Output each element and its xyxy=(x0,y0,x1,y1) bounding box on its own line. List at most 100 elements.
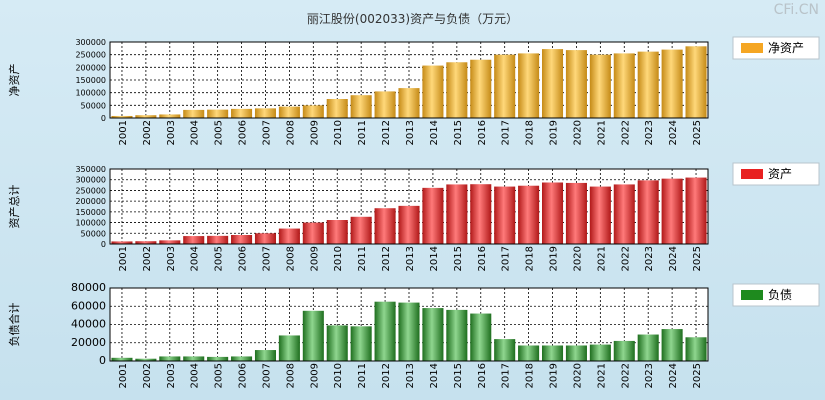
bar-2021 xyxy=(589,186,611,244)
bar-2008 xyxy=(278,335,300,361)
x-tick-label: 2014 xyxy=(429,120,440,145)
legend-label: 负债 xyxy=(768,288,792,302)
x-tick-label: 2009 xyxy=(309,246,320,271)
y-tick-label: 250000 xyxy=(75,51,106,60)
bar-2002 xyxy=(135,241,157,244)
bar-2016 xyxy=(470,184,492,244)
legend: 净资产 xyxy=(732,36,820,60)
x-tick-label: 2004 xyxy=(190,363,201,388)
bar-2008 xyxy=(278,106,300,118)
x-tick-label: 2011 xyxy=(357,363,368,388)
x-tick-label: 2014 xyxy=(429,363,440,388)
bar-2015 xyxy=(446,309,468,361)
bar-2009 xyxy=(302,310,324,361)
legend-swatch xyxy=(741,290,763,300)
bar-2018 xyxy=(518,53,540,118)
bar-2010 xyxy=(326,220,348,244)
y-tick-label: 200000 xyxy=(75,63,106,72)
bar-2024 xyxy=(661,49,683,118)
bar-2023 xyxy=(637,334,659,361)
y-tick-label: 0 xyxy=(101,114,106,123)
x-tick-label: 2023 xyxy=(644,246,655,271)
bar-2012 xyxy=(374,91,396,118)
bar-2005 xyxy=(207,109,229,118)
x-tick-label: 2015 xyxy=(453,246,464,271)
x-tick-label: 2025 xyxy=(692,120,703,145)
bar-2024 xyxy=(661,329,683,361)
bar-2006 xyxy=(231,108,253,118)
y-tick-label: 20000 xyxy=(71,336,106,349)
x-tick-label: 2002 xyxy=(142,120,153,145)
bar-2005 xyxy=(207,356,229,361)
bar-2014 xyxy=(422,308,444,361)
bar-2015 xyxy=(446,184,468,244)
x-tick-label: 2008 xyxy=(285,120,296,145)
legend-swatch xyxy=(741,169,763,179)
x-tick-label: 2019 xyxy=(549,246,560,271)
y-tick-label: 40000 xyxy=(71,318,106,331)
bar-2001 xyxy=(111,357,133,361)
x-tick-label: 2019 xyxy=(549,363,560,388)
x-tick-label: 2014 xyxy=(429,246,440,271)
x-tick-label: 2009 xyxy=(309,363,320,388)
bar-2011 xyxy=(350,326,372,361)
x-tick-label: 2021 xyxy=(596,120,607,145)
watermark-logo: CFi.CN xyxy=(773,2,819,18)
x-tick-label: 2017 xyxy=(501,246,512,271)
bar-2020 xyxy=(565,182,587,244)
bar-2022 xyxy=(613,53,635,118)
plot-frame xyxy=(109,41,709,119)
bar-2011 xyxy=(350,95,372,118)
plot-frame xyxy=(109,168,709,245)
y-tick-label: 250000 xyxy=(75,186,106,195)
bar-2018 xyxy=(518,185,540,244)
x-tick-label: 2024 xyxy=(668,363,679,388)
x-tick-label: 2003 xyxy=(166,120,177,145)
y-tick-label: 300000 xyxy=(75,176,106,185)
bar-2011 xyxy=(350,216,372,244)
x-tick-label: 2018 xyxy=(525,120,536,145)
x-tick-label: 2015 xyxy=(453,363,464,388)
bar-2001 xyxy=(111,115,133,118)
y-tick-label: 100000 xyxy=(75,89,106,98)
bar-2002 xyxy=(135,115,157,118)
x-tick-label: 2002 xyxy=(142,363,153,388)
x-tick-label: 2003 xyxy=(166,363,177,388)
x-tick-label: 2001 xyxy=(118,120,129,145)
legend-box xyxy=(732,283,820,307)
x-tick-label: 2024 xyxy=(668,246,679,271)
x-tick-label: 2001 xyxy=(118,363,129,388)
legend-swatch xyxy=(741,43,763,53)
x-tick-label: 2006 xyxy=(238,120,249,145)
x-tick-label: 2018 xyxy=(525,246,536,271)
bar-2014 xyxy=(422,65,444,118)
x-tick-label: 2012 xyxy=(381,363,392,388)
x-tick-label: 2010 xyxy=(333,246,344,271)
x-tick-label: 2013 xyxy=(405,363,416,388)
x-tick-label: 2010 xyxy=(333,120,344,145)
bar-2012 xyxy=(374,208,396,244)
y-axis-title: 资产总计 xyxy=(7,185,21,229)
x-tick-label: 2017 xyxy=(501,120,512,145)
x-tick-label: 2018 xyxy=(525,363,536,388)
x-tick-label: 2007 xyxy=(261,363,272,388)
x-tick-label: 2007 xyxy=(261,246,272,271)
bar-2013 xyxy=(398,205,420,244)
legend: 资产 xyxy=(732,162,820,186)
y-tick-label: 0 xyxy=(99,354,106,367)
bar-2006 xyxy=(231,356,253,361)
x-tick-label: 2021 xyxy=(596,246,607,271)
bar-2004 xyxy=(183,356,205,361)
x-tick-label: 2023 xyxy=(644,363,655,388)
bar-2008 xyxy=(278,228,300,244)
x-tick-label: 2002 xyxy=(142,246,153,271)
x-tick-label: 2005 xyxy=(214,120,225,145)
x-tick-label: 2004 xyxy=(190,246,201,271)
x-tick-label: 2011 xyxy=(357,246,368,271)
x-tick-label: 2020 xyxy=(572,120,583,145)
bar-2021 xyxy=(589,344,611,361)
bar-2025 xyxy=(685,177,707,244)
plot-frame xyxy=(109,287,709,362)
bar-2013 xyxy=(398,302,420,361)
